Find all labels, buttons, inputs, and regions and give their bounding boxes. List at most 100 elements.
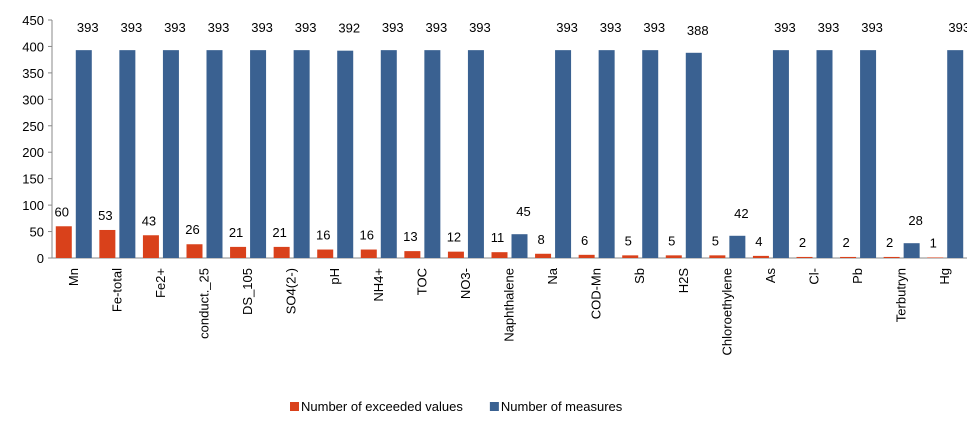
- data-label: 13: [403, 229, 417, 244]
- x-tick-label: Fe-total: [109, 268, 124, 312]
- data-label: 393: [251, 20, 273, 35]
- legend-label: Number of exceeded values: [301, 399, 463, 414]
- bar: [99, 229, 116, 258]
- data-label: 388: [687, 23, 709, 38]
- bar: [273, 246, 290, 258]
- x-tick-label: Chloroethylene: [719, 268, 734, 355]
- data-label: 2: [799, 235, 806, 250]
- data-label: 393: [382, 20, 404, 35]
- data-label: 393: [121, 20, 143, 35]
- x-tick-label: Hg: [937, 268, 952, 285]
- y-tick-label: 200: [22, 145, 44, 160]
- data-label: 393: [164, 20, 186, 35]
- bar: [75, 50, 92, 258]
- data-label: 5: [668, 233, 675, 248]
- y-tick-label: 250: [22, 119, 44, 134]
- data-label: 28: [908, 213, 922, 228]
- bar: [186, 244, 203, 258]
- bar: [162, 50, 179, 258]
- data-label: 60: [55, 204, 69, 219]
- data-label: 4: [755, 234, 762, 249]
- bar: [555, 50, 572, 258]
- x-tick-label: Fe2+: [153, 268, 168, 298]
- bar: [293, 50, 310, 258]
- y-tick-label: 0: [37, 251, 44, 266]
- bar: [467, 50, 484, 258]
- bar: [337, 50, 354, 259]
- data-label: 393: [818, 20, 840, 35]
- x-tick-label: DS_105: [240, 268, 255, 315]
- data-label: 43: [142, 213, 156, 228]
- bar: [491, 252, 508, 258]
- bar: [883, 256, 900, 258]
- bar: [119, 50, 136, 258]
- data-label: 393: [469, 20, 491, 35]
- x-tick-label: COD-Mn: [589, 268, 604, 319]
- y-tick-label: 100: [22, 198, 44, 213]
- data-label: 393: [556, 20, 578, 35]
- bar: [447, 251, 464, 258]
- y-tick-label: 50: [30, 225, 44, 240]
- x-tick-label: NH4+: [371, 268, 386, 302]
- bar: [250, 50, 267, 258]
- y-tick-label: 450: [22, 13, 44, 28]
- bar: [927, 257, 944, 258]
- x-tick-label: TOC: [414, 268, 429, 295]
- data-label: 393: [774, 20, 796, 35]
- bar: [424, 50, 441, 258]
- bar: [404, 251, 421, 258]
- bar: [772, 50, 789, 258]
- data-label: 393: [295, 20, 317, 35]
- data-label: 393: [861, 20, 883, 35]
- y-tick-label: 400: [22, 39, 44, 54]
- bar: [947, 50, 964, 258]
- bar: [816, 50, 833, 258]
- bar: [55, 226, 72, 258]
- x-tick-label: Mn: [66, 268, 81, 286]
- bar: [317, 249, 334, 258]
- x-tick-label: Pb: [850, 268, 865, 284]
- legend-swatch: [290, 402, 299, 411]
- legend-label: Number of measures: [501, 399, 623, 414]
- bar: [903, 243, 920, 258]
- data-label: 26: [185, 222, 199, 237]
- bar: [535, 253, 552, 258]
- x-tick-label: Sb: [632, 268, 647, 284]
- data-label: 393: [208, 20, 230, 35]
- data-label: 16: [360, 228, 374, 243]
- data-label: 42: [734, 206, 748, 221]
- x-tick-label: As: [763, 268, 778, 284]
- bar: [685, 52, 702, 259]
- data-label: 2: [886, 235, 893, 250]
- bar: [752, 255, 769, 258]
- bar: [796, 256, 813, 258]
- x-tick-label: H2S: [676, 268, 691, 294]
- bar: [622, 255, 639, 258]
- data-label: 11: [491, 230, 505, 245]
- x-tick-label: Terbutryn: [894, 268, 909, 322]
- x-tick-label: Na: [545, 267, 560, 284]
- bar: [665, 255, 682, 258]
- data-label: 12: [447, 230, 461, 245]
- x-tick-label: pH: [327, 268, 342, 285]
- bar: [598, 50, 615, 258]
- data-label: 5: [712, 233, 719, 248]
- y-tick-label: 350: [22, 66, 44, 81]
- y-tick-label: 150: [22, 172, 44, 187]
- y-tick-label: 300: [22, 92, 44, 107]
- data-label: 21: [272, 225, 286, 240]
- x-tick-label: Naphthalene: [502, 268, 517, 342]
- data-label: 392: [338, 21, 360, 36]
- bar: [360, 249, 377, 258]
- data-label: 1: [930, 235, 937, 250]
- data-label: 5: [625, 233, 632, 248]
- bar: [511, 234, 528, 258]
- bar: [860, 50, 877, 258]
- bar: [840, 256, 857, 258]
- data-label: 393: [600, 20, 622, 35]
- data-label: 2: [842, 235, 849, 250]
- data-label: 53: [98, 208, 112, 223]
- bar: [142, 235, 159, 258]
- data-label: 21: [229, 225, 243, 240]
